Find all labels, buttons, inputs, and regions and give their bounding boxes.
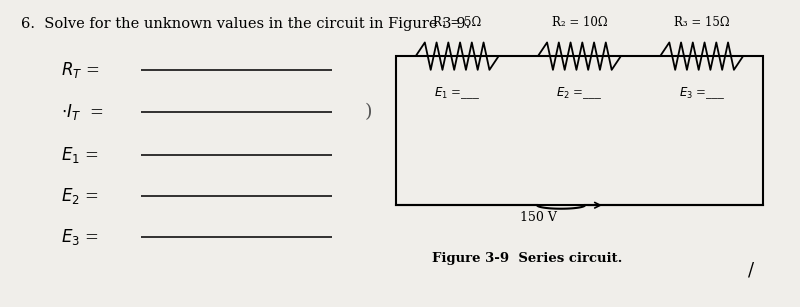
Text: 6.  Solve for the unknown values in the circuit in Figure 3-9.: 6. Solve for the unknown values in the c… [22, 17, 470, 31]
Text: $E_2$ =___: $E_2$ =___ [556, 85, 602, 100]
Text: /: / [748, 262, 754, 280]
Text: R₂ = 10Ω: R₂ = 10Ω [551, 16, 607, 29]
Text: $E_1$ =: $E_1$ = [61, 145, 99, 165]
Text: $E_2$ =: $E_2$ = [61, 186, 99, 206]
Text: $E_1$ =___: $E_1$ =___ [434, 85, 480, 100]
Text: $\cdot I_T$  =: $\cdot I_T$ = [61, 103, 104, 122]
Text: $R_T$ =: $R_T$ = [61, 60, 100, 80]
Text: R₁ = 5Ω: R₁ = 5Ω [433, 16, 482, 29]
Bar [396, 56, 762, 205]
Text: Figure 3-9  Series circuit.: Figure 3-9 Series circuit. [432, 252, 622, 265]
Text: R₃ = 15Ω: R₃ = 15Ω [674, 16, 730, 29]
Text: $E_3$ =: $E_3$ = [61, 227, 99, 247]
Text: 150 V: 150 V [519, 211, 557, 224]
Text: ): ) [364, 103, 372, 122]
Text: $E_3$ =___: $E_3$ =___ [678, 85, 725, 100]
